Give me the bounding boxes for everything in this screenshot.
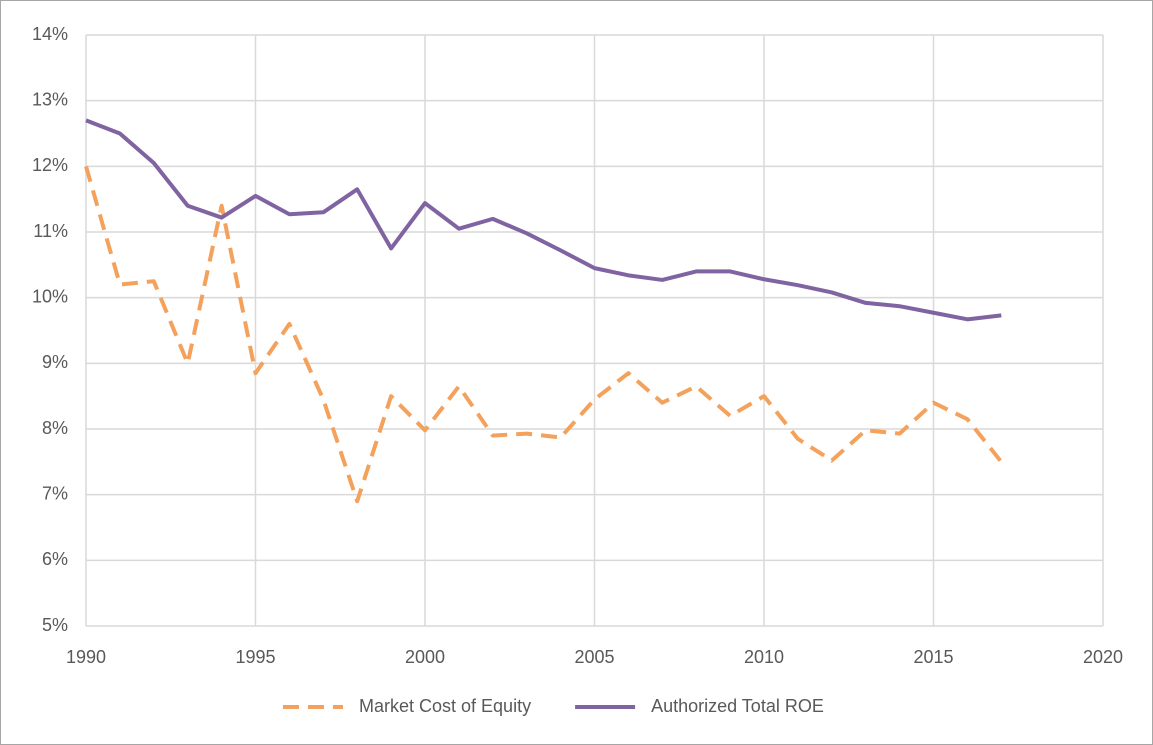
- x-tick-label: 2005: [574, 647, 614, 667]
- y-tick-label: 6%: [42, 549, 68, 569]
- series-line: [84, 165, 1003, 504]
- y-tick-label: 12%: [32, 155, 68, 175]
- series-line: [85, 118, 1002, 322]
- y-tick-label: 5%: [42, 615, 68, 635]
- y-tick-label: 9%: [42, 352, 68, 372]
- x-tick-label: 2015: [913, 647, 953, 667]
- x-tick-label: 1995: [235, 647, 275, 667]
- y-tick-label: 8%: [42, 418, 68, 438]
- y-tick-label: 10%: [32, 286, 68, 306]
- x-tick-label: 2020: [1083, 647, 1123, 667]
- y-tick-label: 14%: [32, 24, 68, 44]
- y-tick-label: 7%: [42, 483, 68, 503]
- x-tick-label: 1990: [66, 647, 106, 667]
- x-tick-label: 2000: [405, 647, 445, 667]
- legend-label: Market Cost of Equity: [359, 696, 531, 716]
- y-tick-label: 11%: [33, 221, 68, 241]
- x-tick-label: 2010: [744, 647, 784, 667]
- y-tick-label: 13%: [32, 89, 68, 109]
- legend-label: Authorized Total ROE: [651, 696, 824, 716]
